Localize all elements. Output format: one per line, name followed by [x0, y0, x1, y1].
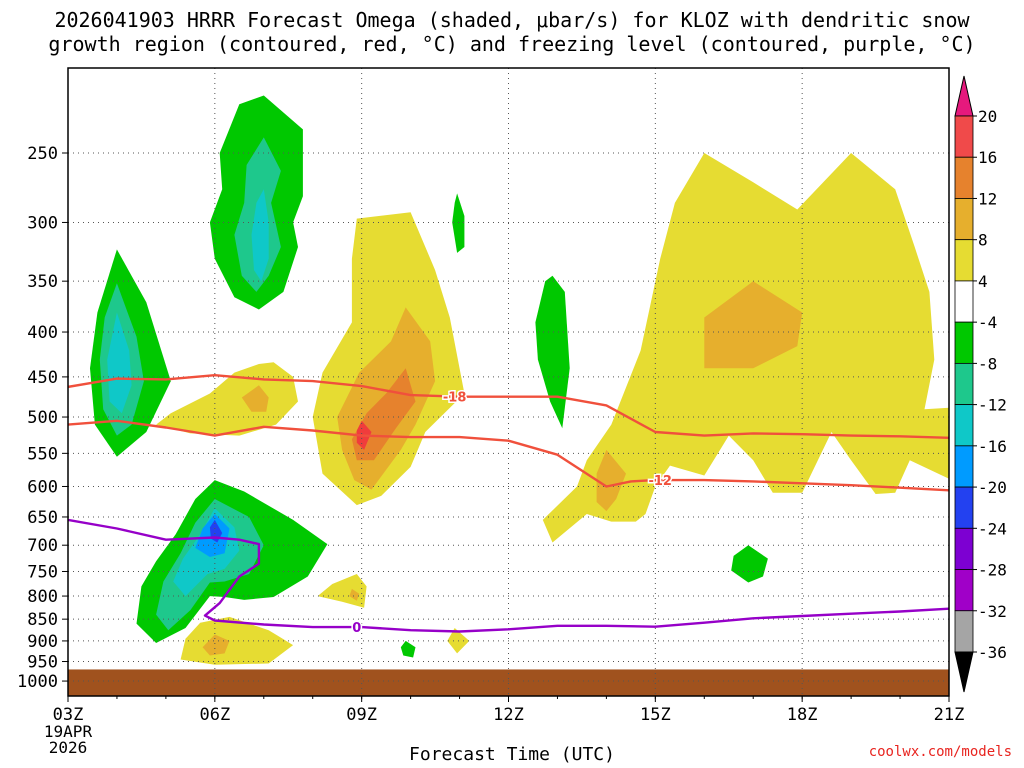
y-tick-label-900: 900	[27, 632, 58, 652]
y-tick-label-300: 300	[27, 213, 58, 233]
y-tick-label-650: 650	[27, 508, 58, 528]
x-tick-label-06Z: 06Z	[199, 705, 230, 725]
title-line-2: growth region (contoured, red, °C) and f…	[48, 32, 976, 56]
y-tick-label-850: 850	[27, 610, 58, 630]
colorbar-label-12: 12	[978, 189, 997, 208]
colorbar-segment-3	[954, 239, 974, 282]
contour--18	[68, 374, 949, 439]
x-tick-label-21Z: 21Z	[934, 705, 965, 725]
colorbar-bottom-arrow	[954, 651, 974, 693]
omega-region-27	[704, 281, 803, 369]
colorbar-segment-8	[954, 445, 974, 488]
x-tick-label-18Z: 18Z	[787, 705, 818, 725]
y-tick-label-250: 250	[27, 144, 58, 164]
contour-label--18: -18	[443, 391, 467, 406]
colorbar-label--36: -36	[978, 643, 1007, 662]
colorbar-segment-5	[954, 321, 974, 364]
colorbar-label--12: -12	[978, 396, 1007, 415]
colorbar-segment-10	[954, 527, 974, 570]
colorbar-label-16: 16	[978, 148, 997, 167]
y-tick-label-750: 750	[27, 562, 58, 582]
y-tick-label-550: 550	[27, 444, 58, 464]
y-axis: 2503003504004505005506006507007508008509…	[17, 144, 68, 692]
colorbar-segment-0	[954, 115, 974, 158]
x-axis-title: Forecast Time (UTC)	[409, 744, 615, 765]
y-tick-label-800: 800	[27, 587, 58, 607]
y-tick-label-500: 500	[27, 408, 58, 428]
colorbar-segment-7	[954, 404, 974, 447]
colorbar-segment-6	[954, 362, 974, 406]
colorbar-segment-11	[954, 569, 974, 612]
chart-title: 2026041903 HRRR Forecast Omega (shaded, …	[0, 8, 1024, 56]
colorbar-label-8: 8	[978, 231, 988, 250]
y-tick-label-700: 700	[27, 536, 58, 556]
y-tick-label-1000: 1000	[17, 672, 58, 692]
x-date-year: 2026	[49, 738, 88, 757]
omega-region-19	[156, 362, 298, 436]
colorbar-label-20: 20	[978, 107, 997, 126]
omega-region-5	[251, 189, 269, 282]
omega-region-14	[400, 640, 416, 658]
omega-region-28	[596, 449, 626, 512]
omega-shading	[90, 95, 949, 665]
omega-region-13	[731, 545, 768, 583]
contour-lines: -18 -12 0	[68, 374, 949, 638]
y-tick-label-350: 350	[27, 272, 58, 292]
watermark: coolwx.com/models	[868, 744, 1012, 760]
omega-region-23	[317, 574, 367, 608]
grid	[67, 68, 950, 696]
colorbar-label--16: -16	[978, 437, 1007, 456]
colorbar-segment-2	[954, 198, 974, 241]
y-tick-label-400: 400	[27, 323, 58, 343]
colorbar-label--24: -24	[978, 519, 1007, 538]
colorbar-label--32: -32	[978, 602, 1007, 621]
y-tick-label-450: 450	[27, 368, 58, 388]
colorbar-label--4: -4	[978, 313, 997, 332]
contour--12	[68, 419, 949, 492]
colorbar-label--20: -20	[978, 478, 1007, 497]
omega-region-22	[202, 634, 230, 656]
omega-region-24	[349, 588, 360, 601]
omega-region-11	[535, 275, 570, 429]
colorbar-segment-12	[954, 610, 974, 653]
colorbar-label--28: -28	[978, 561, 1007, 580]
omega-region-20	[241, 385, 269, 412]
omega-region-2	[107, 312, 132, 414]
colorbar-segment-9	[954, 486, 974, 529]
colorbar: 20 16 12 8 4 -4 -8 -12 -16 -20 -24 -28 -32 -36	[954, 75, 1007, 693]
y-tick-label-950: 950	[27, 653, 58, 673]
colorbar-segment-1	[954, 156, 974, 199]
title-line-1: 2026041903 HRRR Forecast Omega (shaded, …	[54, 8, 970, 32]
x-date-day: 19APR	[44, 722, 93, 741]
x-tick-label-15Z: 15Z	[640, 705, 671, 725]
x-tick-label-12Z: 12Z	[493, 705, 524, 725]
x-tick-label-03Z: 03Z	[53, 705, 84, 725]
contour-label-0: 0	[352, 621, 361, 636]
colorbar-label--8: -8	[978, 354, 997, 373]
colorbar-segment-4	[954, 280, 974, 323]
colorbar-top-arrow	[954, 75, 974, 117]
contour-0	[68, 518, 949, 633]
contour-label--12: -12	[648, 474, 672, 489]
omega-region-12	[452, 193, 465, 253]
y-tick-label-600: 600	[27, 477, 58, 497]
x-tick-label-09Z: 09Z	[346, 705, 377, 725]
colorbar-label-4: 4	[978, 272, 988, 291]
